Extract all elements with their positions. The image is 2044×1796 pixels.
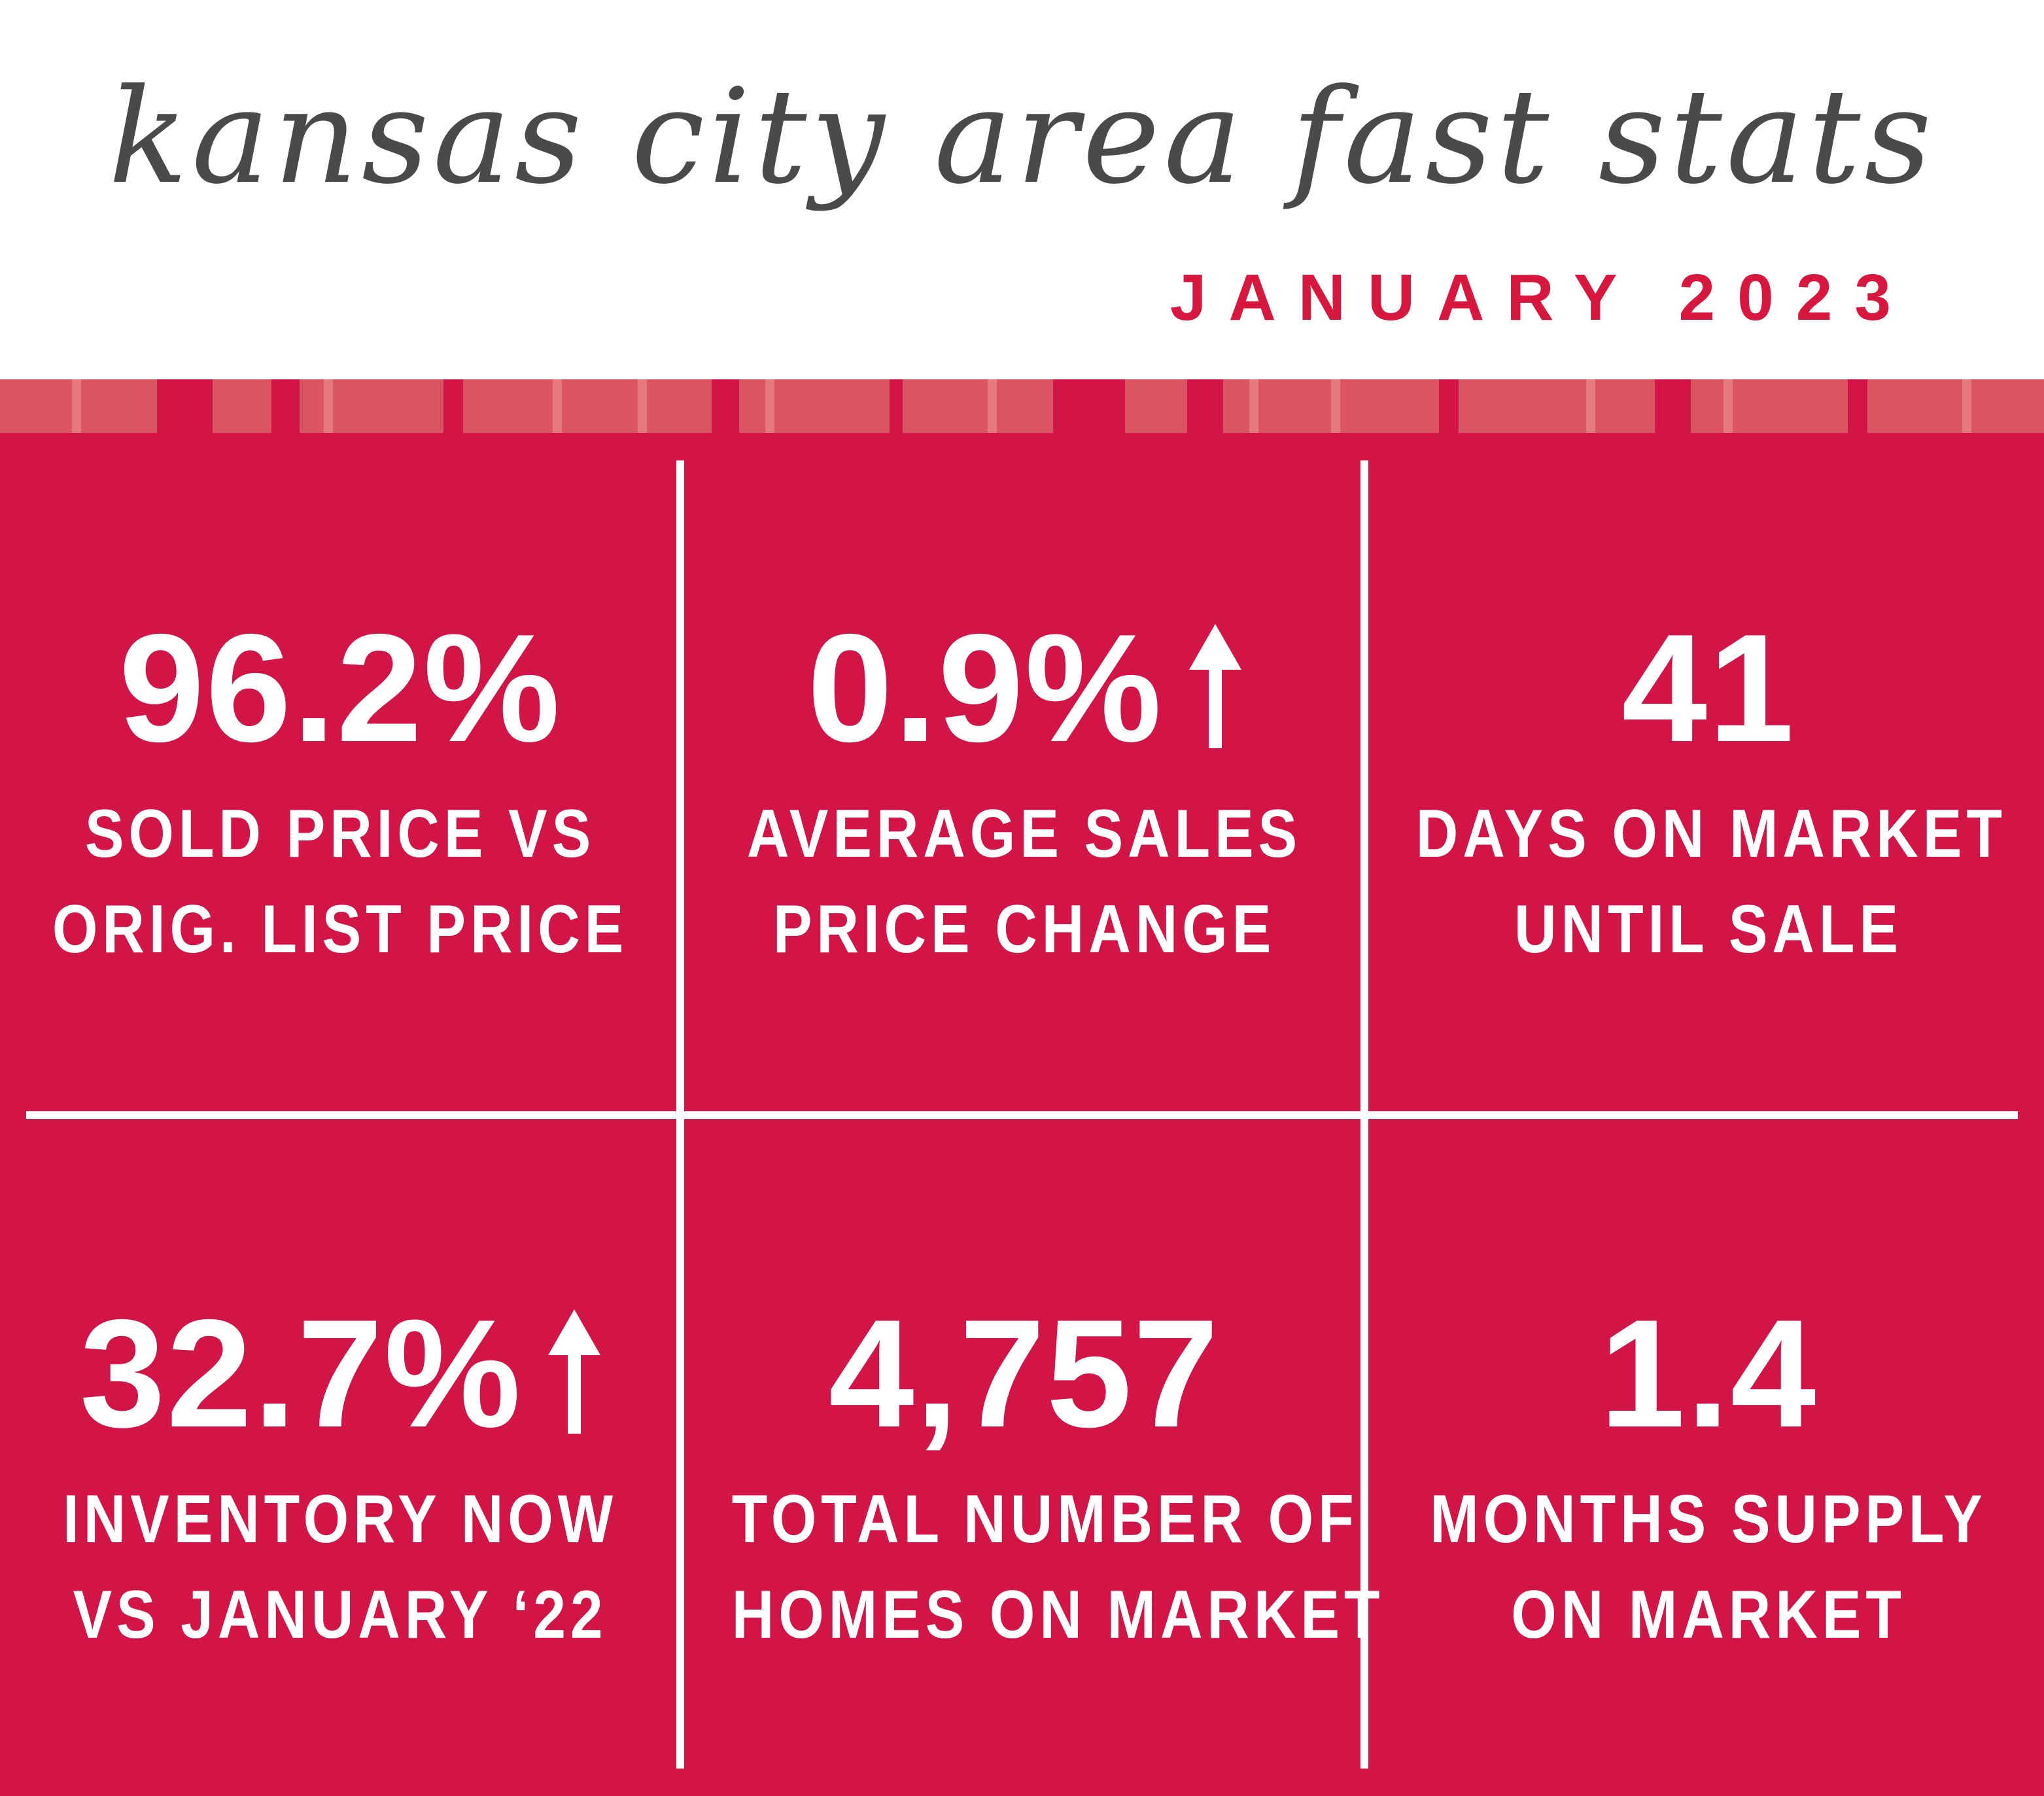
stripe-line xyxy=(765,379,774,433)
stat-label-line: INVENTORY NOW xyxy=(62,1481,618,1557)
stat-label-line: DAYS ON MARKET xyxy=(1415,796,2007,872)
stripe-line xyxy=(1331,379,1340,433)
stat-label: INVENTORY NOW VS JANUARY ‘22 xyxy=(48,1472,632,1663)
stat-label: DAYS ON MARKET UNTIL SALE xyxy=(1415,786,2007,977)
stat-label-line: TOTAL NUMBER OF xyxy=(731,1481,1359,1557)
grid-divider-horizontal xyxy=(26,1111,2018,1119)
stripe-line xyxy=(1962,379,1971,433)
stripe-segment xyxy=(739,379,890,433)
stripe-segment xyxy=(300,379,443,433)
stripe-line xyxy=(1586,379,1595,433)
stat-cell: 4,757 TOTAL NUMBER OF HOMES ON MARKET xyxy=(684,1287,1385,1663)
stripe-segment xyxy=(903,379,1053,433)
stat-label-line: SOLD PRICE VS xyxy=(84,796,596,872)
stat-label-line: UNTIL SALE xyxy=(1514,891,1903,967)
stat-label-line: ON MARKET xyxy=(1511,1577,1906,1653)
stripe-segment xyxy=(213,379,271,433)
stat-label: SOLD PRICE VS ORIG. LIST PRICE xyxy=(48,786,632,977)
stat-label-line: PRICE CHANGE xyxy=(772,891,1276,967)
page-title: kansas city area fast stats xyxy=(108,61,1936,213)
stripe-segment xyxy=(1459,379,1655,433)
stat-label: TOTAL NUMBER OF HOMES ON MARKET xyxy=(731,1472,1385,1663)
stripe-line xyxy=(553,379,562,433)
stat-label-line: ORIG. LIST PRICE xyxy=(52,891,629,967)
stat-value: 0.9% xyxy=(807,602,1163,774)
stripe-line xyxy=(638,379,647,433)
stat-cell: 41 DAYS ON MARKET UNTIL SALE xyxy=(1368,610,2044,977)
stat-label-line: HOMES ON MARKET xyxy=(731,1577,1385,1653)
header: kansas city area fast stats JANUARY 2023 xyxy=(0,0,2044,379)
stat-label: AVERAGE SALES PRICE CHANGE xyxy=(732,786,1317,977)
stat-cell: 0.9% AVERAGE SALES PRICE CHANGE xyxy=(684,610,1364,977)
stripe-segment xyxy=(1125,379,1187,433)
stripe-segment xyxy=(1867,379,2044,433)
stripe-line xyxy=(988,379,997,433)
stripe-line xyxy=(324,379,333,433)
stripe-segment xyxy=(1691,379,1848,433)
stat-cell: 32.7% INVENTORY NOW VS JANUARY ‘22 xyxy=(0,1295,680,1663)
arrow-up-icon xyxy=(1188,624,1241,748)
stripe-line xyxy=(1724,379,1733,433)
stat-label-line: MONTHS SUPPLY xyxy=(1430,1481,1987,1557)
stripe-line xyxy=(72,379,81,433)
stat-cell: 96.2% SOLD PRICE VS ORIG. LIST PRICE xyxy=(0,610,680,977)
stripe-segment xyxy=(463,379,712,433)
stat-label-line: VS JANUARY ‘22 xyxy=(73,1577,608,1653)
stripe-line xyxy=(1249,379,1258,433)
stat-cell: 1.4 MONTHS SUPPLY ON MARKET xyxy=(1368,1295,2044,1663)
stat-value: 41 xyxy=(1621,602,1795,774)
stat-value: 4,757 xyxy=(828,1287,1221,1459)
stat-value: 32.7% xyxy=(79,1287,523,1459)
stat-value: 96.2% xyxy=(118,602,562,774)
arrow-up-icon xyxy=(548,1309,601,1434)
stat-label-line: AVERAGE SALES xyxy=(746,796,1302,872)
page-subtitle: JANUARY 2023 xyxy=(1169,261,1913,334)
decorative-stripe-band xyxy=(0,379,2044,433)
stat-label: MONTHS SUPPLY ON MARKET xyxy=(1416,1472,2001,1663)
stat-value: 1.4 xyxy=(1599,1287,1818,1459)
stats-panel: 96.2% SOLD PRICE VS ORIG. LIST PRICE 0.9… xyxy=(0,433,2044,1796)
